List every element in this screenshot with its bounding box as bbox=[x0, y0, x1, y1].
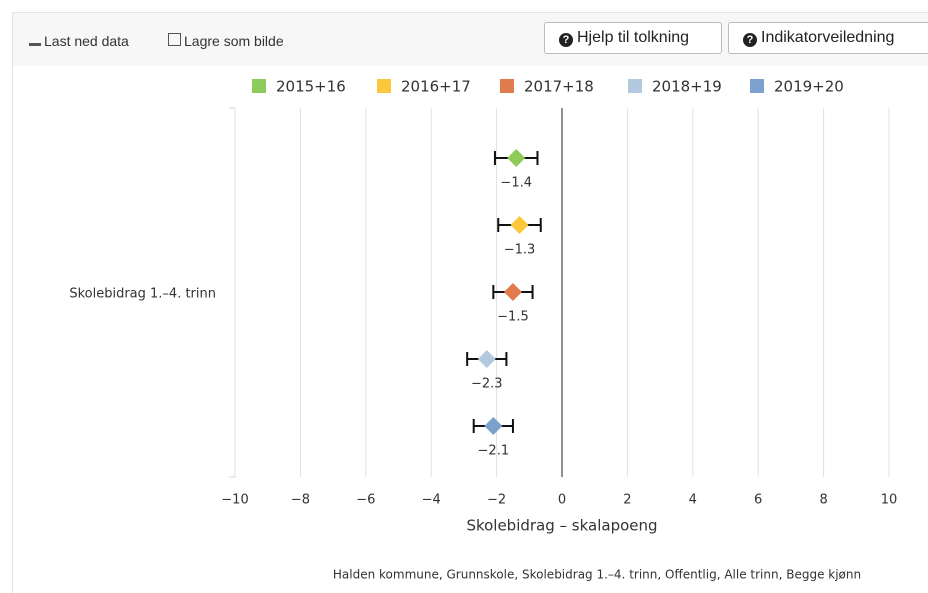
legend-swatch bbox=[628, 79, 642, 93]
save-image-button[interactable]: Lagre som bilde bbox=[168, 33, 284, 49]
x-tick-label: −6 bbox=[356, 493, 375, 508]
guide-text: Indikatorveiledning bbox=[761, 29, 895, 46]
value-label: −2.3 bbox=[471, 377, 503, 392]
legend-swatch bbox=[500, 79, 514, 93]
toolbar: Last ned data Lagre som bilde ? Hjelp til… bbox=[13, 13, 928, 66]
save-image-text: Lagre som bilde bbox=[184, 33, 284, 49]
legend-label: 2018+19 bbox=[652, 78, 722, 96]
value-label: −1.3 bbox=[504, 243, 536, 258]
point bbox=[510, 216, 529, 234]
guide-icon: ? bbox=[743, 33, 757, 47]
legend-label: 2019+20 bbox=[774, 78, 844, 96]
x-tick-label: −2 bbox=[487, 493, 506, 508]
legend-label: 2017+18 bbox=[524, 78, 594, 96]
x-tick-label: 10 bbox=[881, 493, 898, 508]
legend-swatch bbox=[750, 79, 764, 93]
download-icon bbox=[29, 36, 41, 46]
help-icon: ? bbox=[559, 33, 573, 47]
download-button[interactable]: Last ned data bbox=[29, 33, 129, 49]
point bbox=[503, 283, 522, 301]
caption: Halden kommune, Grunnskole, Skolebidrag … bbox=[333, 568, 861, 582]
value-label: −1.4 bbox=[500, 176, 532, 191]
x-tick-label: 6 bbox=[754, 493, 762, 508]
x-tick-label: −10 bbox=[221, 493, 248, 508]
legend-label: 2015+16 bbox=[276, 78, 346, 96]
help-button[interactable]: ? Hjelp til tolkning bbox=[544, 22, 722, 54]
help-text: Hjelp til tolkning bbox=[577, 29, 690, 46]
frame bbox=[12, 12, 928, 593]
value-label: −2.1 bbox=[478, 444, 510, 459]
legend-swatch bbox=[252, 79, 266, 93]
legend-swatch bbox=[377, 79, 391, 93]
guide-button[interactable]: ? Indikatorveiledning bbox=[728, 22, 928, 54]
x-tick-label: 4 bbox=[689, 493, 697, 508]
value-label: −1.5 bbox=[497, 310, 529, 325]
point bbox=[477, 350, 496, 368]
image-icon bbox=[168, 33, 181, 46]
x-tick-label: −4 bbox=[422, 493, 441, 508]
point bbox=[507, 149, 526, 167]
point bbox=[484, 417, 503, 435]
category-axis bbox=[229, 107, 236, 478]
x-tick-label: −8 bbox=[291, 493, 310, 508]
legend-label: 2016+17 bbox=[401, 78, 471, 96]
category-label: Skolebidrag 1.–4. trinn bbox=[69, 287, 216, 302]
download-text: Last ned data bbox=[44, 33, 129, 49]
x-axis-title: Skolebidrag – skalapoeng bbox=[466, 517, 657, 535]
x-tick-label: 0 bbox=[558, 493, 566, 508]
x-tick-label: 2 bbox=[623, 493, 631, 508]
x-tick-label: 8 bbox=[819, 493, 827, 508]
